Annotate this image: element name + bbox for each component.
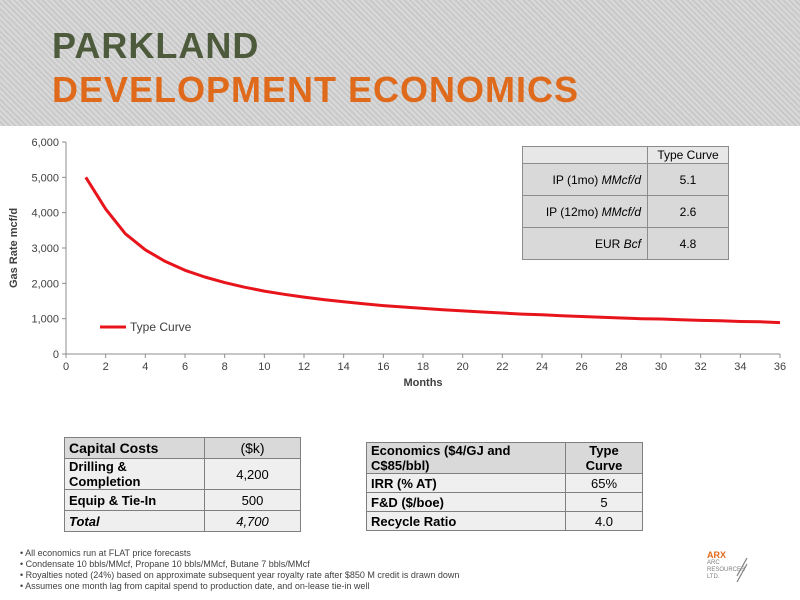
x-tick-label: 30 [655,361,667,373]
economics-value: 65% [565,473,643,493]
x-tick-label: 18 [417,361,429,373]
cost-label: Drilling & Completion [64,458,205,490]
x-tick-label: 16 [377,361,389,373]
x-tick-label: 22 [496,361,508,373]
logo-stripes-icon [736,557,748,583]
x-axis-label: Months [403,377,442,389]
kpi-label-cell: IP (1mo) MMcf/d [522,163,648,196]
table-row: Drilling & Completion 4,200 [64,458,301,490]
footnote: Condensate 10 bbls/MMcf, Propane 10 bbls… [20,559,459,570]
kpi-value: 4.8 [647,227,729,260]
x-tick-label: 34 [734,361,746,373]
kpi-header: Type Curve [647,146,729,164]
kpi-row: IP (12mo) MMcf/d 2.6 [522,195,729,228]
y-tick-label: 0 [53,349,59,361]
kpi-label: EUR [594,236,621,251]
cost-label: Equip & Tie-In [64,489,205,511]
kpi-value: 5.1 [647,163,729,196]
y-tick-label: 3,000 [31,243,59,255]
economics-table: Economics ($4/GJ and C$85/bbl) Type Curv… [366,442,643,531]
x-tick-label: 26 [576,361,588,373]
x-tick-label: 8 [222,361,228,373]
kpi-label-cell: IP (12mo) MMcf/d [522,195,648,228]
title-line-2: DEVELOPMENT ECONOMICS [52,69,580,110]
kpi-row: EUR Bcf 4.8 [522,227,729,260]
table-row: Equip & Tie-In 500 [64,489,301,511]
table-row-total: Total 4,700 [64,510,301,532]
x-tick-label: 12 [298,361,310,373]
kpi-label: IP (1mo) [552,172,599,187]
y-tick-label: 5,000 [31,172,59,184]
y-tick-label: 4,000 [31,208,59,220]
total-value: 4,700 [204,510,301,532]
x-tick-label: 28 [615,361,627,373]
table-row: Recycle Ratio 4.0 [366,511,643,531]
table-row: IRR (% AT) 65% [366,473,643,493]
table-row: F&D ($/boe) 5 [366,492,643,512]
x-tick-label: 0 [63,361,69,373]
economics-label: IRR (% AT) [366,473,566,493]
y-tick-label: 2,000 [31,278,59,290]
company-logo: ARX ARC RESOURCES LTD. [705,550,755,590]
y-tick-label: 1,000 [31,314,59,326]
footnote: All economics run at FLAT price forecast… [20,548,459,559]
capital-costs-table: Capital Costs ($k) Drilling & Completion… [64,437,301,532]
x-tick-label: 36 [774,361,786,373]
title-line-1: PARKLAND [52,25,260,66]
kpi-label-cell: EUR Bcf [522,227,648,260]
economics-label: Recycle Ratio [366,511,566,531]
kpi-label: IP (12mo) [545,204,599,219]
kpi-unit: MMcf/d [601,172,641,187]
economics-label: F&D ($/boe) [366,492,566,512]
kpi-corner [522,146,648,164]
kpi-unit: MMcf/d [601,204,641,219]
footnotes: All economics run at FLAT price forecast… [20,548,459,592]
total-label: Total [64,510,205,532]
x-tick-label: 2 [103,361,109,373]
y-tick-label: 6,000 [31,137,59,149]
x-tick-label: 32 [695,361,707,373]
logo-text: ARC RESOURCES LTD. [707,560,746,580]
y-axis-label: Gas Rate mcf/d [8,208,20,288]
capital-costs-unit-header: ($k) [204,437,301,459]
capital-costs-header: Capital Costs [64,437,205,459]
economics-type-curve-header: Type Curve [565,442,643,474]
kpi-unit: Bcf [623,236,641,251]
economics-value: 5 [565,492,643,512]
x-tick-label: 20 [457,361,469,373]
x-tick-label: 10 [258,361,270,373]
economics-value: 4.0 [565,511,643,531]
x-tick-label: 6 [182,361,188,373]
logo-mark: ARX [707,550,727,560]
kpi-value: 2.6 [647,195,729,228]
cost-value: 500 [204,489,301,511]
x-tick-label: 14 [338,361,350,373]
kpi-row: IP (1mo) MMcf/d 5.1 [522,163,729,196]
footnote: Assumes one month lag from capital spend… [20,581,459,592]
x-tick-label: 4 [142,361,148,373]
cost-value: 4,200 [204,458,301,490]
legend-label: Type Curve [130,320,192,334]
header-band: PARKLAND DEVELOPMENT ECONOMICS [0,0,800,126]
footnote: Royalties noted (24%) based on approxima… [20,570,460,581]
economics-header: Economics ($4/GJ and C$85/bbl) [366,442,566,474]
x-tick-label: 24 [536,361,548,373]
type-curve-summary-table: Type Curve IP (1mo) MMcf/d 5.1 IP (12mo)… [522,146,729,260]
type-curve-line [84,176,781,325]
